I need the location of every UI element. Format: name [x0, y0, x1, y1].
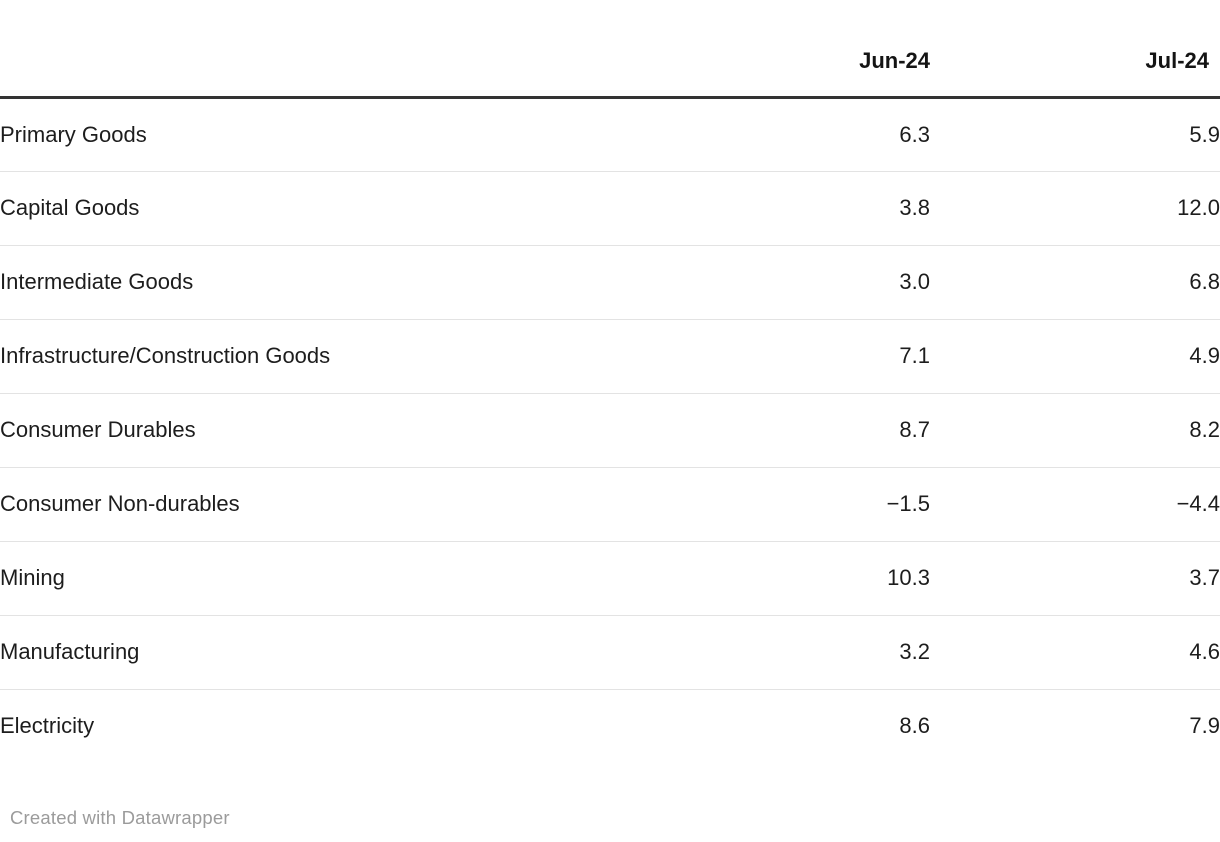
value-jun: 8.7: [630, 392, 930, 467]
table-row: Consumer Durables 8.7 8.2: [0, 392, 1220, 467]
value-jul: 12.0: [930, 170, 1220, 245]
value-jun: 3.2: [630, 614, 930, 689]
datawrapper-credit: Created with Datawrapper: [10, 807, 230, 828]
row-label: Intermediate Goods: [0, 244, 630, 319]
row-label: Infrastructure/Construction Goods: [0, 318, 630, 393]
column-header-jun-24: Jun-24: [630, 27, 930, 99]
value-jun: 3.8: [630, 170, 930, 245]
row-label: Electricity: [0, 688, 630, 763]
table-row: Consumer Non-durables −1.5 −4.4: [0, 466, 1220, 541]
row-label: Consumer Non-durables: [0, 466, 630, 541]
value-jul: 7.9: [930, 688, 1220, 763]
table-row: Intermediate Goods 3.0 6.8: [0, 244, 1220, 319]
value-jun: 8.6: [630, 688, 930, 763]
data-table: Jun-24 Jul-24 Primary Goods 6.3 5.9 Capi…: [0, 27, 1220, 763]
row-label: Manufacturing: [0, 614, 630, 689]
column-header-jul-24: Jul-24: [930, 27, 1220, 99]
table-row: Primary Goods 6.3 5.9: [0, 97, 1220, 171]
value-jun: 10.3: [630, 540, 930, 615]
row-label: Primary Goods: [0, 121, 147, 147]
row-label: Consumer Durables: [0, 392, 630, 467]
value-jul: 8.2: [930, 392, 1220, 467]
value-jul: 6.8: [930, 244, 1220, 319]
table-body: Primary Goods 6.3 5.9 Capital Goods 3.8 …: [0, 97, 1220, 763]
table-row: Capital Goods 3.8 12.0: [0, 170, 1220, 245]
table-header: Jun-24 Jul-24: [0, 27, 1220, 99]
value-jun: 3.0: [630, 244, 930, 319]
column-header-label: [0, 27, 630, 99]
value-jun: 7.1: [630, 318, 930, 393]
value-jul: 4.9: [930, 318, 1220, 393]
value-jul: 4.6: [930, 614, 1220, 689]
table-header-row: Jun-24 Jul-24: [0, 27, 1220, 99]
value-jul: −4.4: [930, 466, 1220, 541]
value-jun: −1.5: [630, 466, 930, 541]
value-jul: 5.9: [1189, 121, 1220, 147]
table-row: Electricity 8.6 7.9: [0, 688, 1220, 763]
table-row: Manufacturing 3.2 4.6: [0, 614, 1220, 689]
value-jul: 3.7: [930, 540, 1220, 615]
row-label: Capital Goods: [0, 170, 630, 245]
table-row: Mining 10.3 3.7: [0, 540, 1220, 615]
table-row: Infrastructure/Construction Goods 7.1 4.…: [0, 318, 1220, 393]
value-jun: 6.3: [899, 121, 930, 147]
row-label: Mining: [0, 540, 630, 615]
